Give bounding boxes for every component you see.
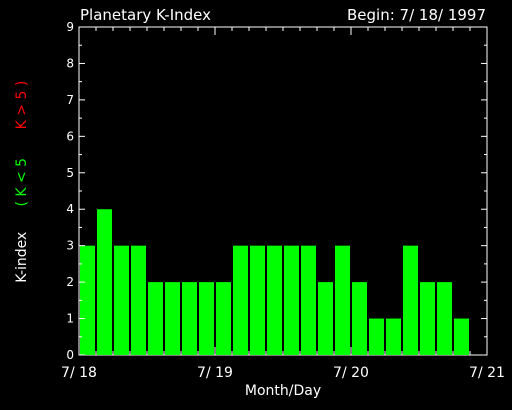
bar-6 [182,282,197,355]
bar-18 [386,318,401,355]
svg-text:K-index ( K < 5 K: K-index ( K < 5 K > 5 ) [14,81,30,283]
y-tick-label-5: 5 [66,166,74,180]
y-axis-label-text: K-index [14,232,30,283]
y-tick-label-7: 7 [66,93,74,107]
bar-11 [267,245,282,355]
bar-2 [114,245,129,355]
chart-subtitle: Begin: 7/ 18/ 1997 [347,6,486,24]
bar-8 [216,282,231,355]
bar-4 [148,282,163,355]
x-axis-label: Month/Day [245,383,321,399]
bar-20 [420,282,435,355]
bar-19 [403,245,418,355]
y-axis-label-quiet: ( K < 5 [14,158,30,207]
y-tick-label-3: 3 [66,239,74,253]
x-tick-label-1: 7/ 19 [197,365,233,381]
chart-title: Planetary K-Index [80,6,211,24]
y-axis-label: K-index ( K < 5 K > 5 ) [14,81,30,283]
y-tick-label-1: 1 [66,312,74,326]
y-tick-label-9: 9 [66,20,74,34]
bar-9 [233,245,248,355]
y-tick-label-0: 0 [66,348,74,362]
bar-17 [369,318,384,355]
bar-1 [97,209,112,355]
bar-13 [301,245,316,355]
bar-5 [165,282,180,355]
bar-15 [335,245,350,355]
y-tick-label-4: 4 [66,202,74,216]
bar-3 [131,245,146,355]
y-tick-label-6: 6 [66,129,74,143]
y-axis-label-storm: K > 5 ) [14,81,30,130]
bar-10 [250,245,265,355]
bar-22 [454,318,469,355]
bar-12 [284,245,299,355]
bar-0 [80,245,95,355]
y-tick-label-2: 2 [66,275,74,289]
bars-group [80,209,469,355]
bar-7 [199,282,214,355]
bar-14 [318,282,333,355]
x-tick-label-2: 7/ 20 [333,365,369,381]
x-tick-label-0: 7/ 18 [61,365,97,381]
bar-16 [352,282,367,355]
bar-21 [437,282,452,355]
y-tick-label-8: 8 [66,56,74,70]
y-axis: 0 1 2 3 4 5 6 7 8 9 [66,20,487,362]
x-tick-label-3: 7/ 21 [469,365,505,381]
x-axis: 7/ 18 7/ 19 7/ 20 7/ 21 [61,27,505,381]
